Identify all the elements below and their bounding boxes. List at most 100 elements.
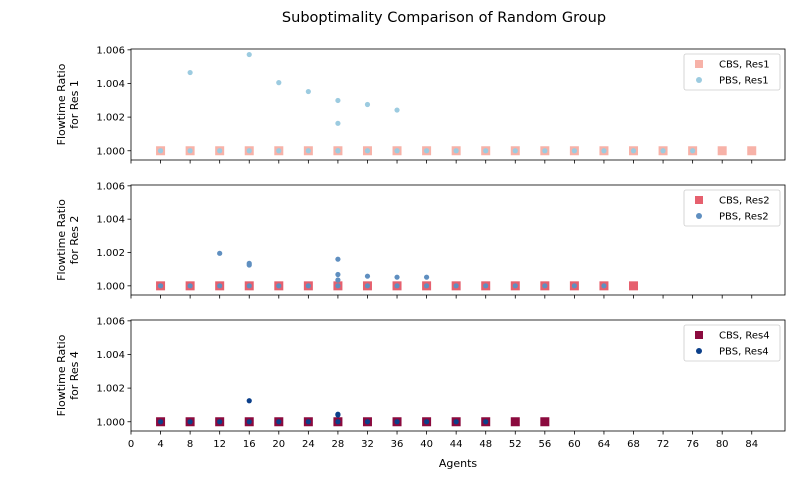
legend-label: CBS, Res1 bbox=[719, 60, 770, 71]
data-point-square bbox=[717, 146, 727, 156]
x-tick-label: 24 bbox=[302, 439, 315, 450]
data-point-circle bbox=[246, 419, 252, 425]
data-point-circle bbox=[512, 148, 518, 154]
legend-marker-square bbox=[695, 196, 703, 204]
legend: CBS, Res4 PBS, Res4 bbox=[683, 324, 781, 362]
data-point-circle bbox=[335, 277, 341, 283]
y-axis-label-line: for Res 2 bbox=[68, 216, 81, 265]
legend-label: CBS, Res2 bbox=[719, 196, 770, 207]
data-point-circle bbox=[453, 148, 459, 154]
legend-box bbox=[683, 189, 781, 227]
data-point-circle bbox=[335, 412, 341, 418]
y-tick-label: 1.006 bbox=[96, 316, 125, 327]
legend-box bbox=[683, 53, 781, 91]
data-point-circle bbox=[335, 120, 341, 126]
data-point-circle bbox=[276, 80, 282, 86]
data-point-circle bbox=[690, 148, 696, 154]
y-axis-label: Flowtime Ratiofor Res 4 bbox=[55, 334, 81, 416]
data-point-circle bbox=[335, 97, 341, 104]
data-point-circle bbox=[246, 148, 252, 154]
y-tick-label: 1.004 bbox=[96, 215, 125, 226]
panel-frame bbox=[130, 48, 786, 161]
legend-marker-square bbox=[695, 331, 703, 339]
x-tick-label: 72 bbox=[657, 439, 670, 450]
y-tick-label: 1.000 bbox=[96, 146, 125, 157]
data-point-circle bbox=[187, 419, 193, 425]
data-point-circle bbox=[335, 419, 341, 425]
data-point-circle bbox=[483, 148, 489, 154]
legend: CBS, Res2 PBS, Res2 bbox=[683, 189, 781, 227]
data-point-circle bbox=[364, 148, 371, 154]
panel-1: 1.000 1.002 1.004 1.006 Flowtime Ratiofor Re… bbox=[55, 45, 786, 164]
x-tick-label: 36 bbox=[391, 439, 404, 450]
data-point-circle bbox=[335, 283, 341, 289]
data-point-circle bbox=[364, 283, 371, 289]
x-tick-label: 8 bbox=[187, 439, 193, 450]
data-point-square bbox=[540, 417, 550, 427]
data-point-circle bbox=[305, 419, 311, 425]
data-point-circle bbox=[483, 283, 489, 289]
data-point-circle bbox=[305, 88, 311, 95]
data-point-circle bbox=[394, 283, 400, 289]
data-point-circle bbox=[512, 283, 518, 289]
data-point-circle bbox=[423, 148, 430, 154]
markers bbox=[156, 398, 550, 427]
data-point-circle bbox=[364, 101, 371, 108]
data-point-circle bbox=[364, 273, 371, 279]
panel-2: 1.000 1.002 1.004 1.006 Flowtime Ratiofor Re… bbox=[55, 181, 786, 299]
data-point-circle bbox=[157, 148, 164, 154]
x-tick-label: 48 bbox=[479, 439, 492, 450]
data-point-circle bbox=[394, 274, 400, 280]
data-point-circle bbox=[394, 419, 400, 425]
panel-frame bbox=[130, 319, 786, 432]
y-tick-label: 1.004 bbox=[96, 79, 125, 90]
data-point-circle bbox=[601, 148, 607, 154]
legend-label: PBS, Res1 bbox=[719, 76, 769, 87]
data-point-circle bbox=[453, 283, 459, 289]
data-point-circle bbox=[217, 283, 223, 289]
x-tick-label: 52 bbox=[509, 439, 522, 450]
chart-title: Suboptimality Comparison of Random Group bbox=[282, 10, 606, 26]
legend-label: PBS, Res2 bbox=[719, 212, 769, 223]
x-tick-label: 28 bbox=[332, 439, 345, 450]
data-point-circle bbox=[305, 148, 311, 154]
data-point-circle bbox=[630, 148, 637, 154]
legend-label: PBS, Res4 bbox=[719, 347, 769, 358]
data-point-circle bbox=[335, 148, 341, 154]
x-tick-label: 76 bbox=[686, 439, 699, 450]
data-point-circle bbox=[423, 283, 430, 289]
x-axis-label: Agents bbox=[439, 457, 478, 470]
y-tick-label: 1.000 bbox=[96, 281, 125, 292]
data-point-circle bbox=[246, 51, 252, 58]
legend-label: CBS, Res4 bbox=[719, 331, 770, 342]
data-point-circle bbox=[571, 148, 577, 154]
data-point-circle bbox=[276, 419, 282, 425]
data-point-circle bbox=[246, 262, 252, 268]
x-tick-label: 64 bbox=[598, 439, 611, 450]
y-tick-label: 1.002 bbox=[96, 248, 125, 259]
y-axis-label-line: Flowtime Ratio bbox=[55, 63, 68, 145]
data-point-circle bbox=[423, 274, 430, 280]
y-tick-label: 1.006 bbox=[96, 181, 125, 192]
legend-marker-circle bbox=[696, 77, 702, 83]
markers bbox=[156, 51, 757, 156]
data-point-circle bbox=[542, 148, 548, 154]
x-tick-label: 84 bbox=[745, 439, 758, 450]
data-point-circle bbox=[187, 148, 193, 154]
x-tick-label: 40 bbox=[420, 439, 433, 450]
x-tick-label: 32 bbox=[361, 439, 374, 450]
legend-marker-square bbox=[695, 60, 703, 68]
data-point-square bbox=[747, 146, 757, 156]
data-point-circle bbox=[394, 107, 400, 113]
y-tick-label: 1.002 bbox=[96, 384, 125, 395]
data-point-circle bbox=[246, 398, 252, 404]
data-point-circle bbox=[276, 148, 282, 154]
x-tick-label: 4 bbox=[157, 439, 163, 450]
y-tick-label: 1.002 bbox=[96, 113, 125, 124]
markers bbox=[156, 250, 639, 291]
data-point-circle bbox=[335, 271, 341, 278]
x-tick-label: 80 bbox=[716, 439, 729, 450]
data-point-circle bbox=[246, 283, 252, 289]
